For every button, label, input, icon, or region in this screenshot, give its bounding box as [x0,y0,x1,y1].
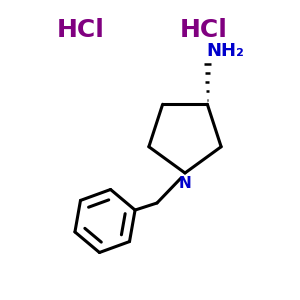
Text: NH₂: NH₂ [206,42,244,60]
Text: HCl: HCl [180,18,228,42]
Text: HCl: HCl [57,18,105,42]
Text: N: N [178,176,191,191]
